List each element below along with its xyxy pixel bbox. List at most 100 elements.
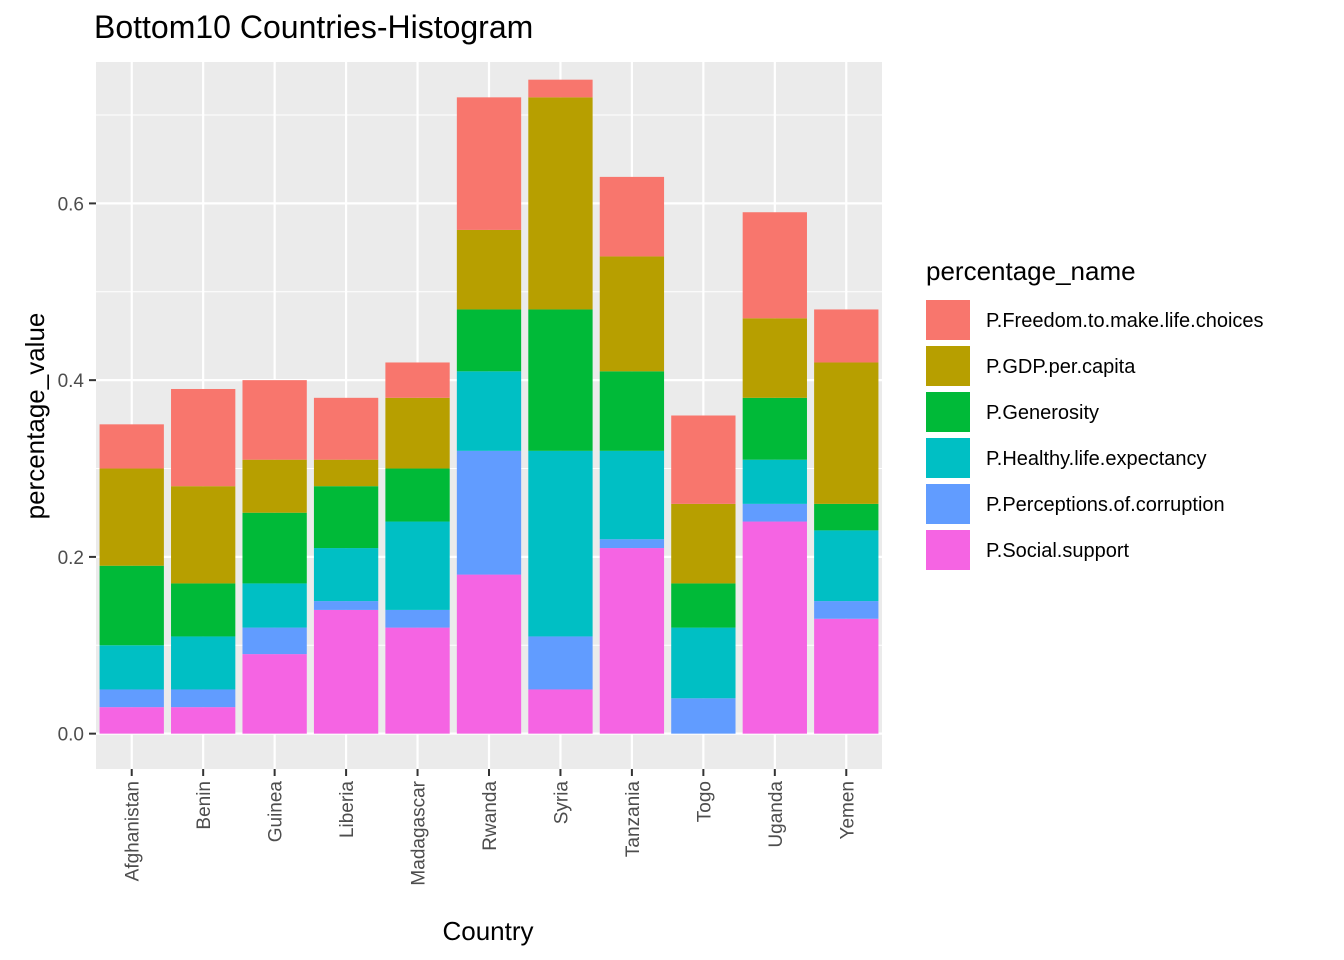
legend-items: P.Freedom.to.make.life.choices P.GDP.per.… — [926, 300, 1264, 570]
bar-segment — [528, 689, 593, 734]
bar-segment — [171, 636, 236, 690]
y-axis: 0.0 0.2 0.4 0.6 — [58, 194, 96, 746]
legend-title: percentage_name — [926, 256, 1136, 286]
bar-segment — [456, 309, 522, 372]
legend: percentage_name P.Freedom.to.make.life.c… — [926, 256, 1264, 570]
bar-segment — [742, 212, 807, 319]
y-tick-label: 0.4 — [58, 371, 85, 392]
bar-segment — [171, 583, 236, 637]
bar-segment — [313, 486, 379, 549]
bar-segment — [742, 459, 807, 504]
x-tick-label: Tanzania — [623, 781, 644, 857]
bar-segment — [385, 521, 450, 610]
x-tick-label: Madagascar — [409, 780, 430, 885]
bar-segment — [528, 97, 593, 310]
bar-segment — [742, 318, 807, 398]
x-tick-label: Yemen — [837, 781, 858, 839]
bar-segment — [671, 503, 736, 584]
bar-segment — [599, 450, 665, 540]
chart-title: Bottom10 Countries-Histogram — [94, 9, 533, 45]
bar-segment — [385, 627, 450, 734]
bar-segment — [242, 512, 307, 584]
bar-segment — [742, 503, 807, 522]
bar-segment — [242, 654, 307, 734]
bar-segment — [599, 539, 665, 549]
bar-segment — [313, 397, 379, 460]
bar-segment — [99, 468, 164, 566]
bar-segment — [814, 309, 879, 363]
y-tick-label: 0.6 — [58, 194, 84, 215]
bar-segment — [385, 362, 450, 398]
legend-label: P.GDP.per.capita — [986, 356, 1136, 378]
x-tick-label: Liberia — [337, 781, 358, 838]
x-tick-label: Afghanistan — [123, 781, 144, 881]
bar-segment — [599, 548, 665, 734]
bar-segment — [99, 689, 164, 708]
bar-segment — [814, 503, 879, 531]
legend-label: P.Social.support — [986, 540, 1130, 562]
bars — [99, 79, 879, 734]
bar-segment — [171, 388, 236, 487]
legend-label: P.Generosity — [986, 402, 1099, 424]
bar-segment — [671, 698, 736, 734]
x-axis: Afghanistan Benin Guinea Liberia Madagascar R… — [123, 769, 858, 886]
bar-segment — [814, 618, 879, 734]
bar-segment — [99, 565, 164, 646]
x-tick-label: Guinea — [266, 781, 287, 843]
bar-segment — [814, 530, 879, 602]
bar-segment — [528, 450, 593, 637]
x-tick-label: Syria — [551, 781, 572, 825]
bar-segment — [528, 79, 593, 98]
legend-label: P.Healthy.life.expectancy — [986, 448, 1207, 470]
bar-segment — [671, 627, 736, 699]
bar-segment — [742, 397, 807, 460]
bar-segment — [528, 636, 593, 690]
bar-segment — [599, 176, 665, 257]
bar-segment — [171, 689, 236, 708]
bar-segment — [671, 415, 736, 504]
bar-segment — [528, 309, 593, 451]
bar-segment — [242, 380, 307, 460]
bar-segment — [99, 424, 164, 469]
bar-segment — [385, 609, 450, 628]
bar-segment — [599, 256, 665, 372]
bar-segment — [814, 601, 879, 619]
legend-label: P.Perceptions.of.corruption — [986, 494, 1225, 516]
bar-segment — [242, 627, 307, 655]
bar-segment — [242, 583, 307, 628]
bar-segment — [313, 601, 379, 610]
bar-segment — [814, 362, 879, 504]
bar-segment — [171, 486, 236, 584]
bar-segment — [385, 468, 450, 522]
bar-segment — [385, 397, 450, 469]
x-tick-label: Benin — [194, 781, 215, 830]
bar-segment — [313, 459, 379, 487]
bar-segment — [171, 707, 236, 734]
x-tick-label: Togo — [694, 781, 715, 822]
bar-segment — [99, 707, 164, 734]
x-axis-title: Country — [442, 916, 533, 946]
y-tick-label: 0.2 — [58, 548, 84, 569]
bar-segment — [313, 548, 379, 602]
bar-segment — [456, 450, 522, 575]
bar-segment — [456, 574, 522, 734]
bar-segment — [456, 371, 522, 451]
bar-segment — [742, 521, 807, 734]
bar-segment — [99, 645, 164, 690]
legend-label: P.Freedom.to.make.life.choices — [986, 310, 1264, 332]
x-tick-label: Uganda — [766, 781, 787, 848]
bar-segment — [599, 371, 665, 451]
y-tick-label: 0.0 — [58, 725, 84, 746]
bar-segment — [242, 459, 307, 513]
legend-key — [926, 346, 970, 386]
legend-key — [926, 392, 970, 432]
bar-segment — [671, 583, 736, 628]
legend-key — [926, 300, 970, 340]
bar-segment — [456, 229, 522, 310]
legend-key — [926, 530, 970, 570]
y-axis-title: percentage_value — [20, 313, 50, 520]
legend-key — [926, 438, 970, 478]
legend-key — [926, 484, 970, 524]
x-tick-label: Rwanda — [480, 781, 501, 851]
